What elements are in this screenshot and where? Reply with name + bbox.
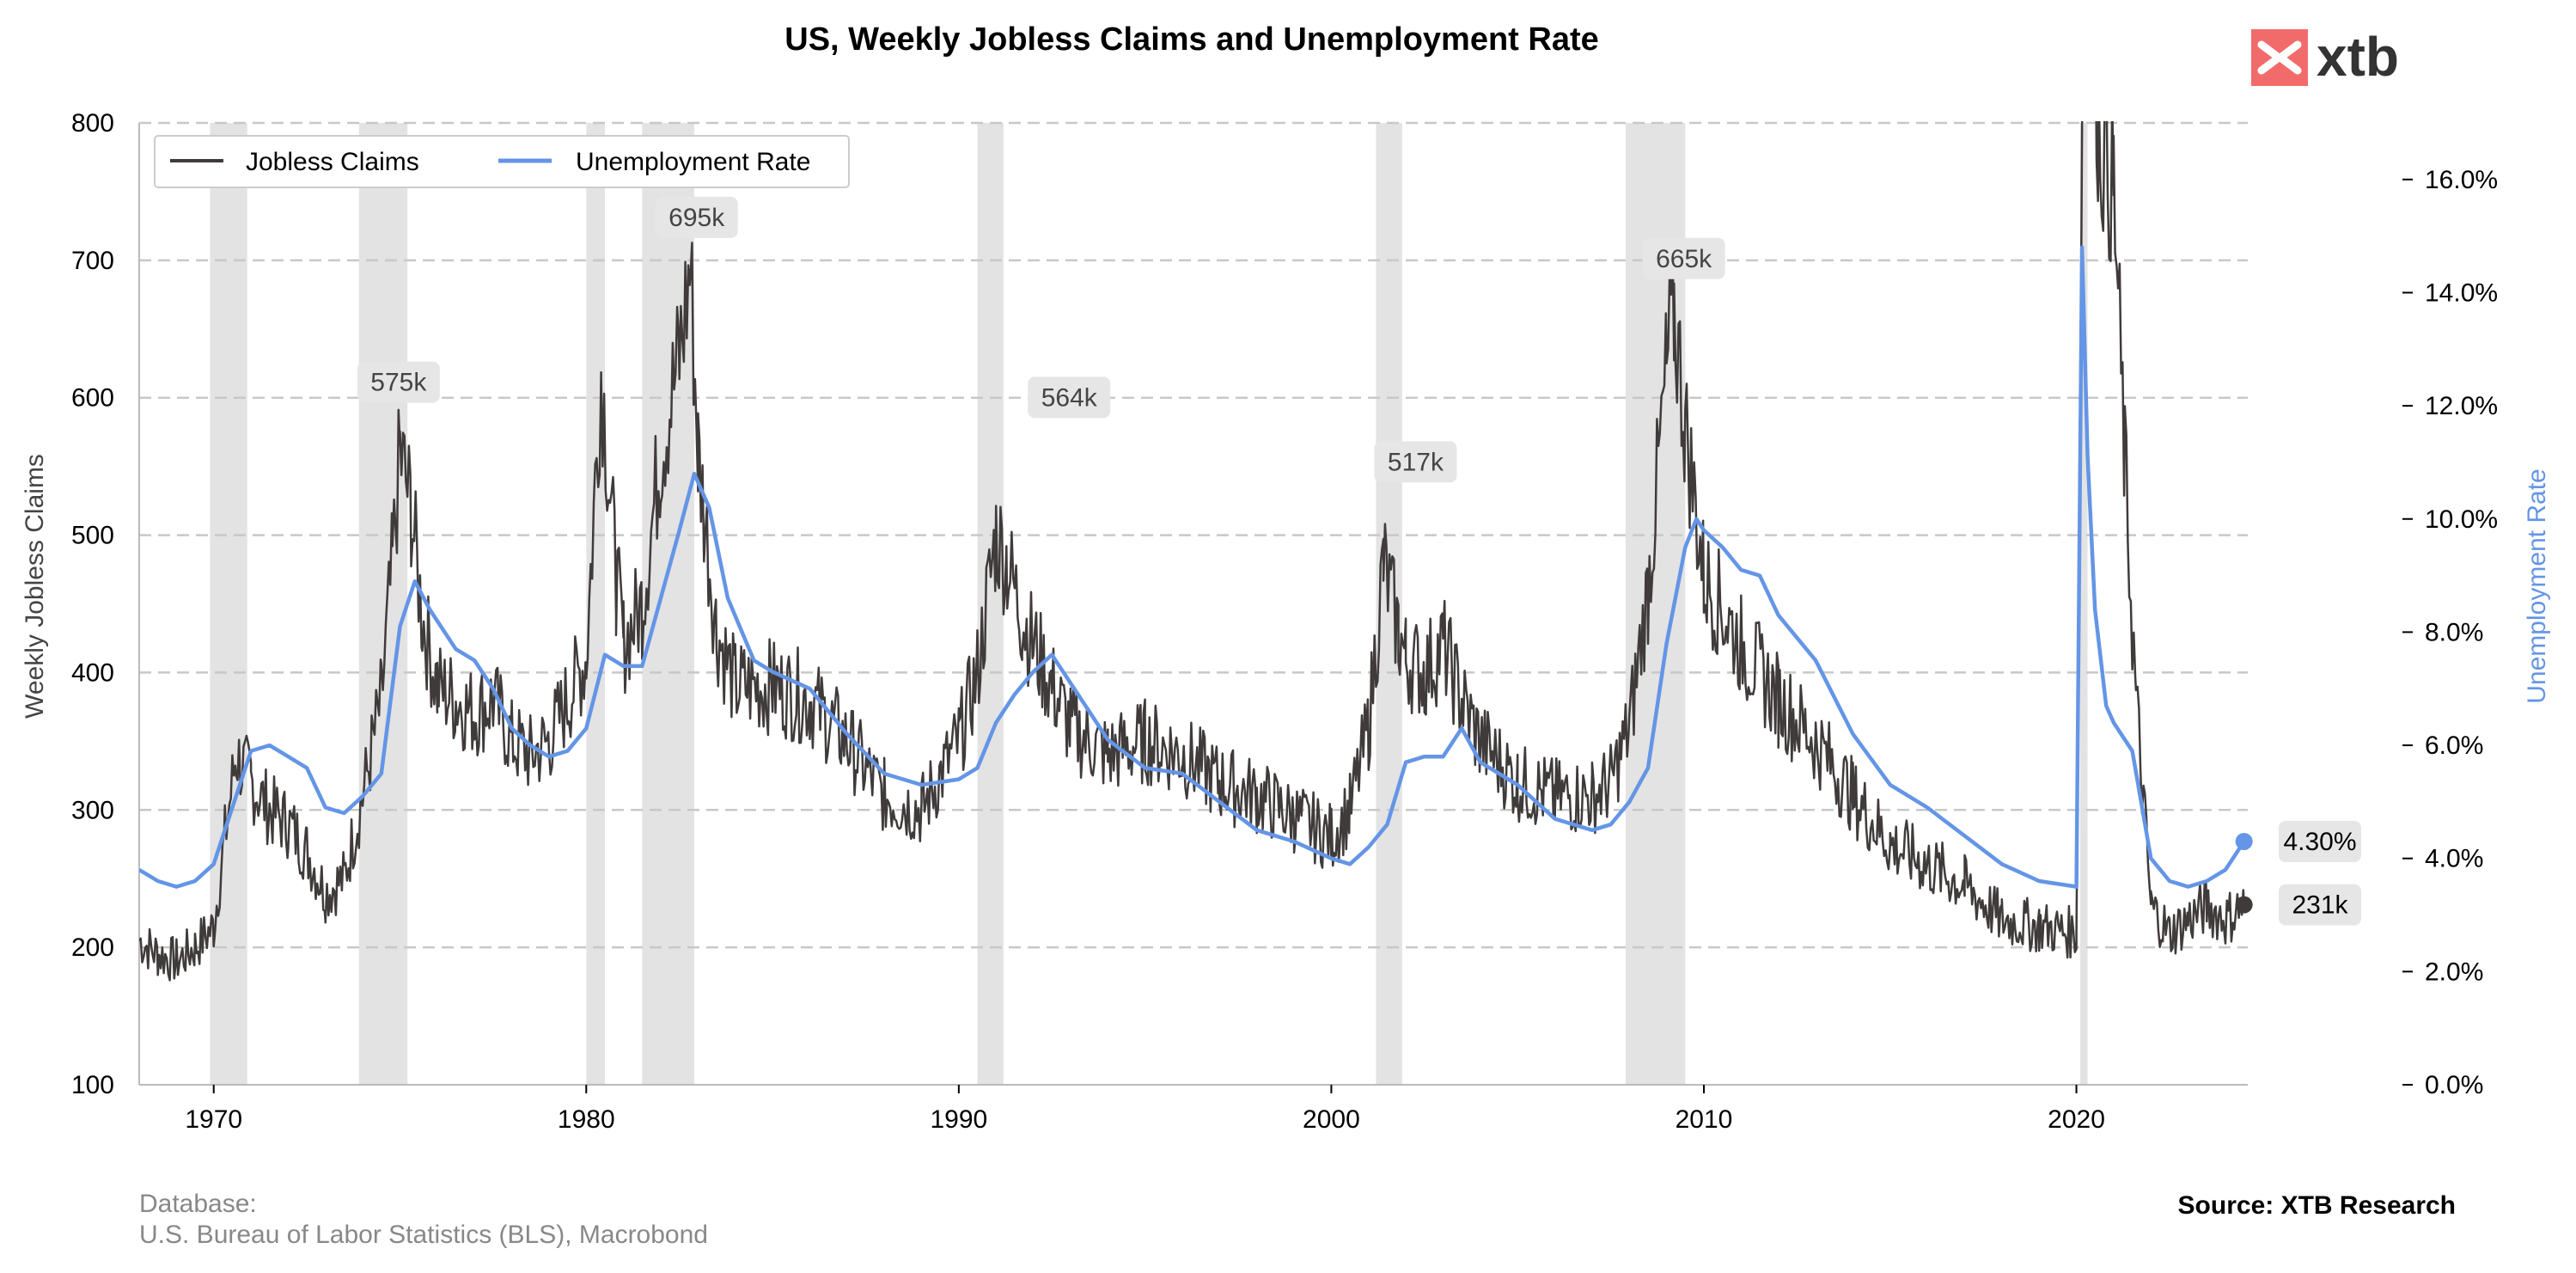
peak-annotation-box	[655, 196, 738, 238]
y-axis-label-left: Weekly Jobless Claims	[21, 454, 49, 719]
peak-annotation-box	[1374, 441, 1457, 483]
unemployment-end-label-box	[2279, 820, 2361, 862]
axes: 100 200 300 400 500 600 700 800 0.0% 2.0% 4.0% 6.0%…	[71, 109, 2498, 1134]
x-tick-label: 2020	[2048, 1105, 2105, 1134]
y-right-tick-label: 4.0%	[2425, 845, 2483, 873]
unemployment-rate-line	[139, 245, 2246, 889]
peak-annotation-box	[1642, 237, 1725, 279]
chart-title: US, Weekly Jobless Claims and Unemployme…	[784, 21, 1599, 58]
y-right-tick-label: 2.0%	[2425, 958, 2483, 986]
xtb-logo: xtb	[2251, 26, 2399, 88]
peak-annotation-box	[1028, 376, 1111, 419]
recession-band	[586, 123, 605, 1085]
y-right-tick-label: 6.0%	[2425, 731, 2483, 760]
x-tick-label: 2010	[1676, 1105, 1733, 1134]
y-axis-label-right: Unemployment Rate	[2523, 468, 2551, 703]
grid	[139, 121, 2248, 949]
peak-annotation-label: 575k	[370, 369, 427, 397]
peak-annotation-label: 517k	[1388, 448, 1444, 476]
legend-claims-label: Jobless Claims	[246, 148, 419, 176]
database-source: U.S. Bureau of Labor Statistics (BLS), M…	[139, 1221, 708, 1249]
y-tick-label: 400	[71, 658, 114, 687]
y-tick-label: 100	[71, 1071, 114, 1099]
source-label: Source: XTB Research	[2178, 1191, 2456, 1220]
unemployment-end-label: 4.30%	[2283, 828, 2356, 856]
peak-annotation-label: 665k	[1656, 245, 1712, 273]
recession-band	[358, 123, 408, 1085]
y-tick-label: 800	[71, 109, 114, 138]
database-label: Database:	[139, 1190, 257, 1218]
recession-band	[210, 123, 247, 1085]
y-right-tick-label: 0.0%	[2425, 1071, 2483, 1099]
y-tick-label: 700	[71, 247, 114, 275]
recession-band	[2079, 123, 2088, 1085]
legend: Jobless Claims Unemployment Rate	[154, 135, 850, 188]
y-tick-label: 300	[71, 796, 114, 824]
y-right-tick-label: 14.0%	[2425, 278, 2498, 307]
peak-annotation-box	[357, 361, 440, 403]
recession-bands	[210, 123, 2088, 1085]
y-right-tick-label: 16.0%	[2425, 166, 2498, 194]
logo-text: xtb	[2317, 26, 2399, 88]
peak-annotations: 575k 695k 564k 517k 665k	[357, 196, 1725, 483]
x-tick-label: 2000	[1303, 1105, 1360, 1134]
recession-band	[977, 123, 1004, 1085]
unemployment-end-marker	[2235, 832, 2253, 850]
end-labels: 4.30% 231k	[2235, 820, 2361, 926]
legend-unemployment-label: Unemployment Rate	[576, 148, 810, 176]
x-tick-label: 1990	[930, 1105, 987, 1134]
y-tick-label: 200	[71, 933, 114, 962]
peak-annotation-label: 564k	[1041, 383, 1098, 412]
y-tick-label: 500	[71, 522, 114, 550]
jobless-claims-line	[139, 121, 2245, 982]
y-tick-label: 600	[71, 384, 114, 413]
y-right-tick-label: 10.0%	[2425, 505, 2498, 534]
x-tick-label: 1970	[185, 1105, 242, 1134]
y-right-tick-label: 12.0%	[2425, 392, 2498, 420]
claims-end-label: 231k	[2292, 891, 2348, 920]
x-tick-label: 1980	[558, 1105, 615, 1134]
series-lines	[139, 121, 2246, 982]
claims-end-label-box	[2279, 884, 2361, 926]
claims-end-marker	[2235, 896, 2253, 914]
peak-annotation-label: 695k	[668, 204, 725, 232]
y-right-tick-label: 8.0%	[2425, 618, 2483, 646]
